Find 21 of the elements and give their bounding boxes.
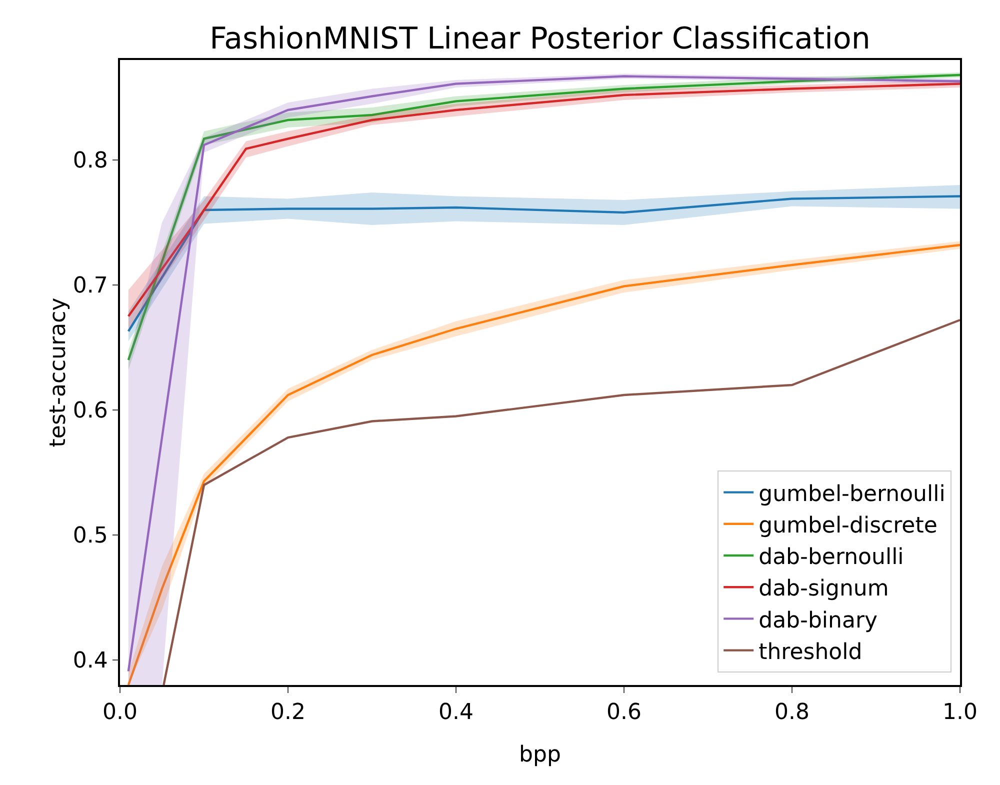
y-tick-label: 0.7 [72,274,108,299]
x-tick-label: 0.4 [438,700,474,726]
chart-title: FashionMNIST Linear Posterior Classification [210,21,870,56]
legend-label: dab-bernoulli [758,545,904,570]
x-tick-label: 0.8 [774,700,810,726]
x-tick-label: 0.2 [270,700,306,726]
legend-label: gumbel-bernoulli [758,482,946,507]
y-axis-title: test-accuracy [46,298,71,448]
line-series [162,318,960,685]
legend-label: gumbel-discrete [758,513,938,538]
x-tick-label: 1.0 [942,700,978,726]
legend-label: threshold [758,640,862,665]
legend-label: dab-signum [758,576,889,602]
y-tick-label: 0.8 [72,148,108,174]
y-tick-label: 0.4 [72,648,108,674]
y-tick-label: 0.6 [72,398,108,424]
y-tick-label: 0.5 [72,524,108,549]
x-tick-label: 0.0 [102,700,138,726]
x-tick-label: 0.6 [606,700,642,726]
x-axis-title: bpp [519,742,561,768]
legend-label: dab-binary [758,608,878,634]
